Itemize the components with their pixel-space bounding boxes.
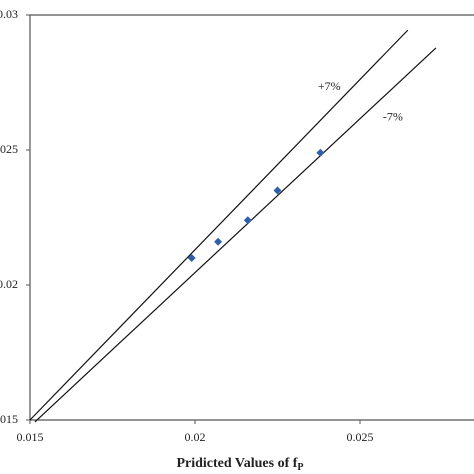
line-label: +7% (318, 79, 341, 93)
y-tick-label: 0.03 (0, 7, 18, 21)
y-tick-label: 0.02 (0, 277, 18, 291)
data-point (316, 148, 325, 157)
data-point (214, 237, 223, 246)
data-point (273, 186, 282, 195)
reference-line (34, 47, 437, 423)
y-tick-label: 0.015 (0, 412, 18, 426)
y-tick-label: 0.025 (0, 142, 18, 156)
x-tick-label: 0.02 (185, 430, 206, 444)
reference-line (29, 29, 409, 421)
x-axis-label-main: Pridicted Values of f (176, 456, 297, 471)
x-tick-label: 0.015 (17, 430, 44, 444)
data-point (243, 216, 252, 225)
x-tick-label: 0.025 (347, 430, 374, 444)
x-axis-label-sub: P (297, 462, 303, 473)
x-axis-label: Pridicted Values of fP (176, 456, 303, 473)
data-point (187, 254, 196, 262)
line-label: -7% (383, 110, 403, 124)
